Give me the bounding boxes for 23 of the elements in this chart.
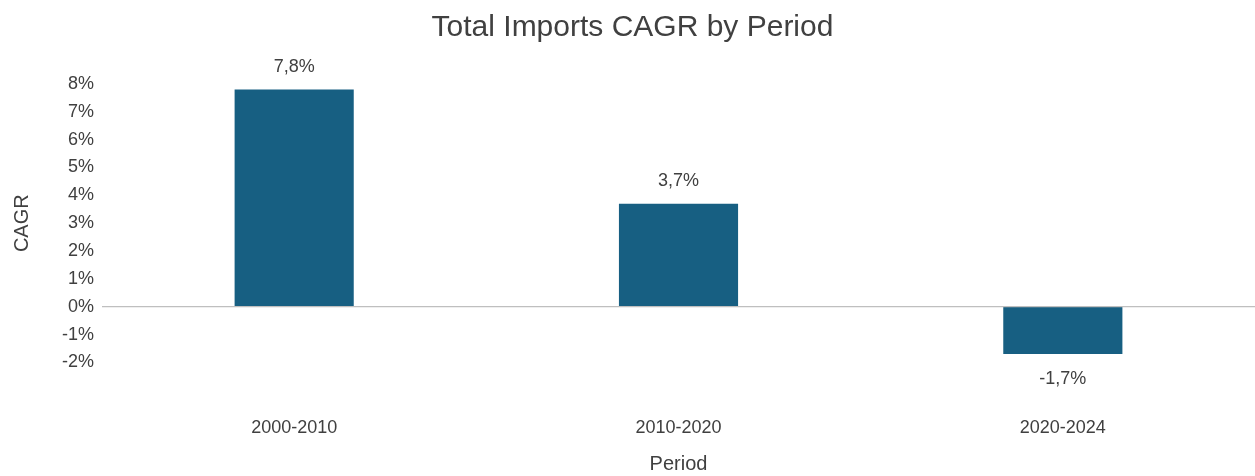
y-axis-title: CAGR (9, 194, 32, 253)
bar (1003, 306, 1123, 355)
data-label: -1,7% (1039, 368, 1087, 389)
y-tick-label: 4% (67, 184, 95, 205)
y-tick-label: -1% (61, 323, 95, 344)
y-tick-label: 5% (67, 156, 95, 177)
y-tick-label: 1% (67, 267, 95, 288)
chart-title: Total Imports CAGR by Period (431, 9, 834, 43)
data-label: 7,8% (273, 55, 315, 76)
y-tick-label: 2% (67, 240, 95, 261)
x-tick-label: 2020-2024 (1019, 417, 1106, 438)
y-tick-label: 3% (67, 212, 95, 233)
bar (234, 89, 354, 307)
data-label: 3,7% (657, 169, 700, 190)
y-tick-label: 0% (67, 295, 95, 316)
bar (618, 203, 739, 307)
y-tick-label: 6% (67, 128, 95, 149)
x-axis-title: Period (649, 451, 708, 474)
x-tick-label: 2000-2010 (251, 417, 338, 438)
y-tick-label: 7% (67, 100, 95, 121)
y-tick-label: 8% (67, 72, 95, 93)
x-tick-label: 2010-2020 (635, 417, 722, 438)
y-tick-label: -2% (61, 351, 95, 372)
